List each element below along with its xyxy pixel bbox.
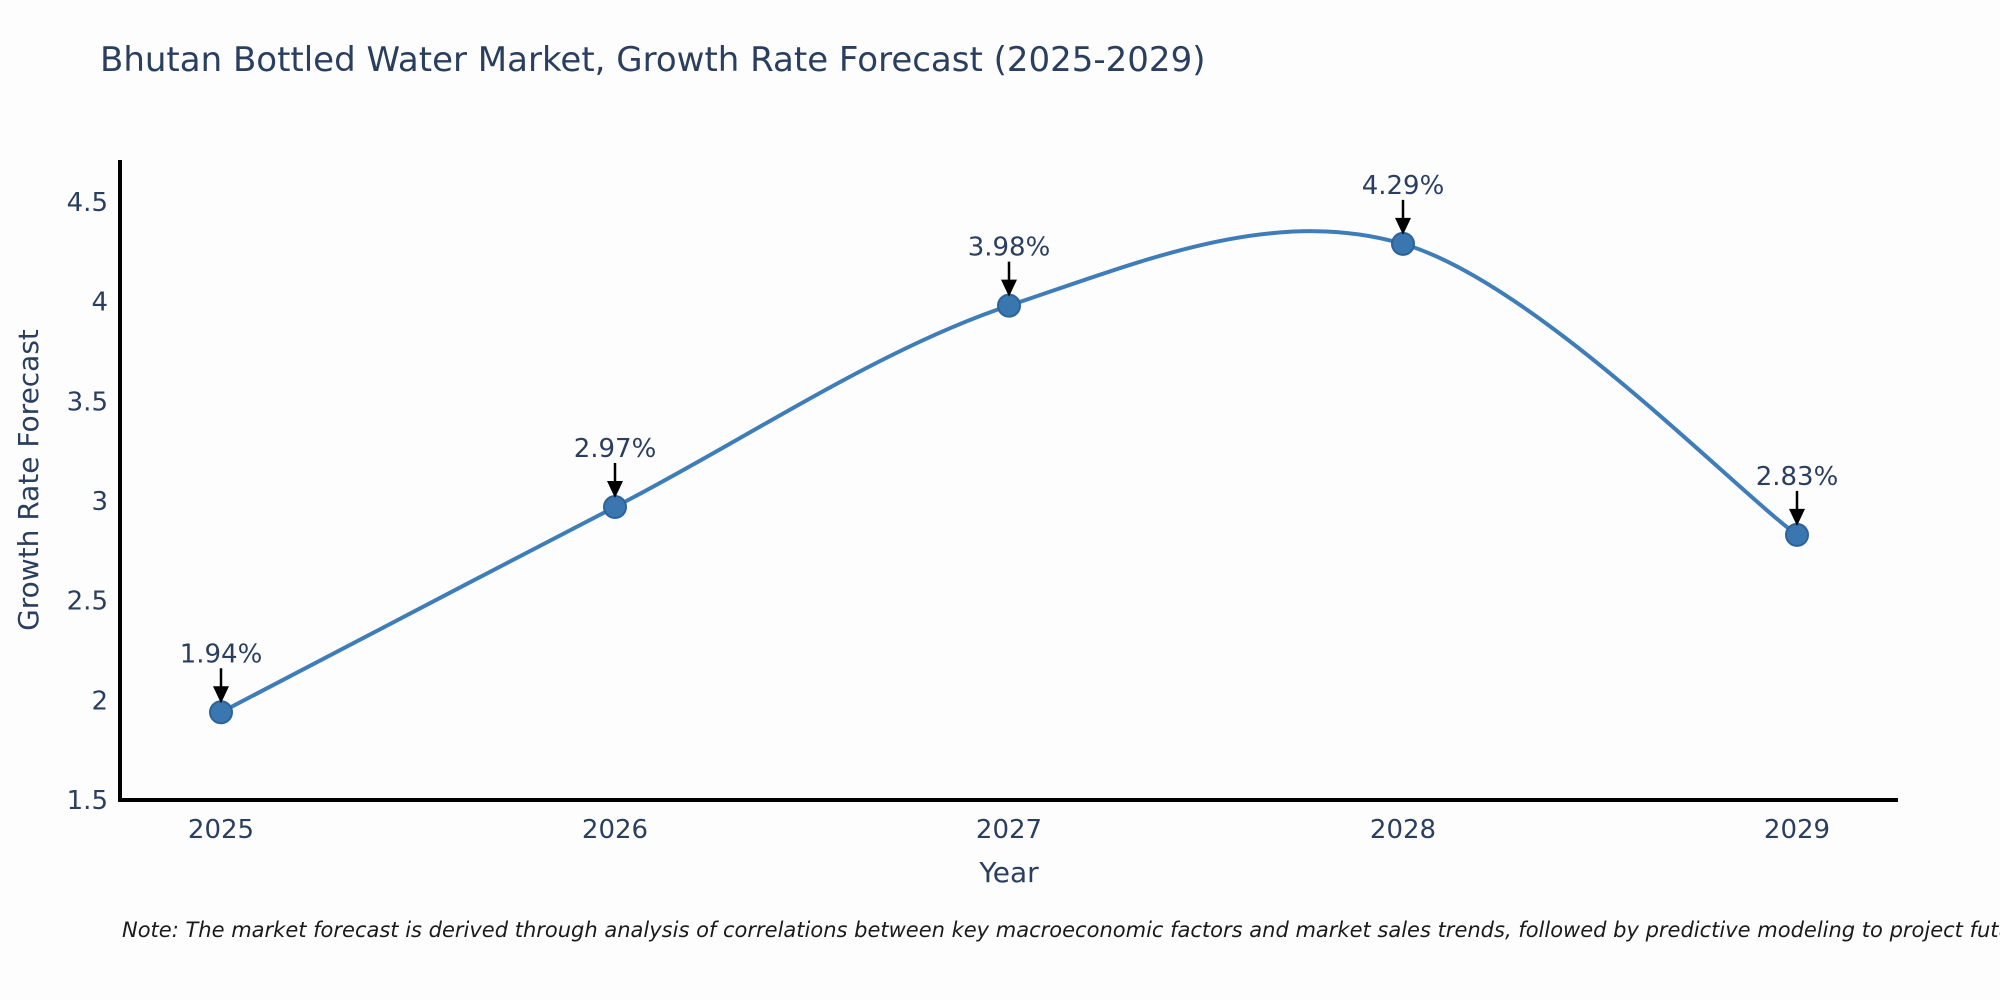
- chart-title: Bhutan Bottled Water Market, Growth Rate…: [100, 40, 1206, 80]
- x-tick-label: 2027: [976, 815, 1042, 845]
- annotation-arrow-head-icon: [1395, 217, 1411, 235]
- y-tick-label: 3.5: [67, 387, 108, 417]
- x-tick-label: 2025: [188, 815, 254, 845]
- annotation-arrow-head-icon: [1001, 279, 1017, 297]
- x-tick-label: 2029: [1764, 815, 1830, 845]
- annotation-arrow-head-icon: [607, 480, 623, 498]
- y-tick-label: 4: [91, 288, 108, 318]
- annotation-arrow-head-icon: [1789, 508, 1805, 526]
- point-value-label: 3.98%: [968, 233, 1051, 263]
- data-point-marker: [209, 700, 233, 725]
- y-tick-label: 2: [91, 686, 108, 716]
- point-value-label: 2.83%: [1756, 462, 1839, 492]
- data-point-marker: [997, 293, 1021, 318]
- y-tick-label: 2.5: [67, 587, 108, 617]
- x-tick-label: 2028: [1370, 815, 1436, 845]
- point-value-label: 1.94%: [180, 639, 263, 669]
- x-axis-title: Year: [978, 856, 1039, 889]
- y-tick-label: 3: [91, 487, 108, 517]
- data-point-marker: [1391, 231, 1415, 256]
- y-tick-label: 4.5: [67, 188, 108, 218]
- data-point-marker: [603, 494, 627, 519]
- data-point-marker: [1785, 522, 1809, 547]
- x-tick-label: 2026: [582, 815, 648, 845]
- annotation-arrow-head-icon: [213, 686, 229, 704]
- y-tick-label: 1.5: [67, 786, 108, 816]
- y-axis-title: Growth Rate Forecast: [12, 329, 45, 631]
- footnote: Note: The market forecast is derived thr…: [122, 918, 2000, 942]
- point-value-label: 2.97%: [574, 434, 657, 464]
- point-value-label: 4.29%: [1362, 171, 1445, 201]
